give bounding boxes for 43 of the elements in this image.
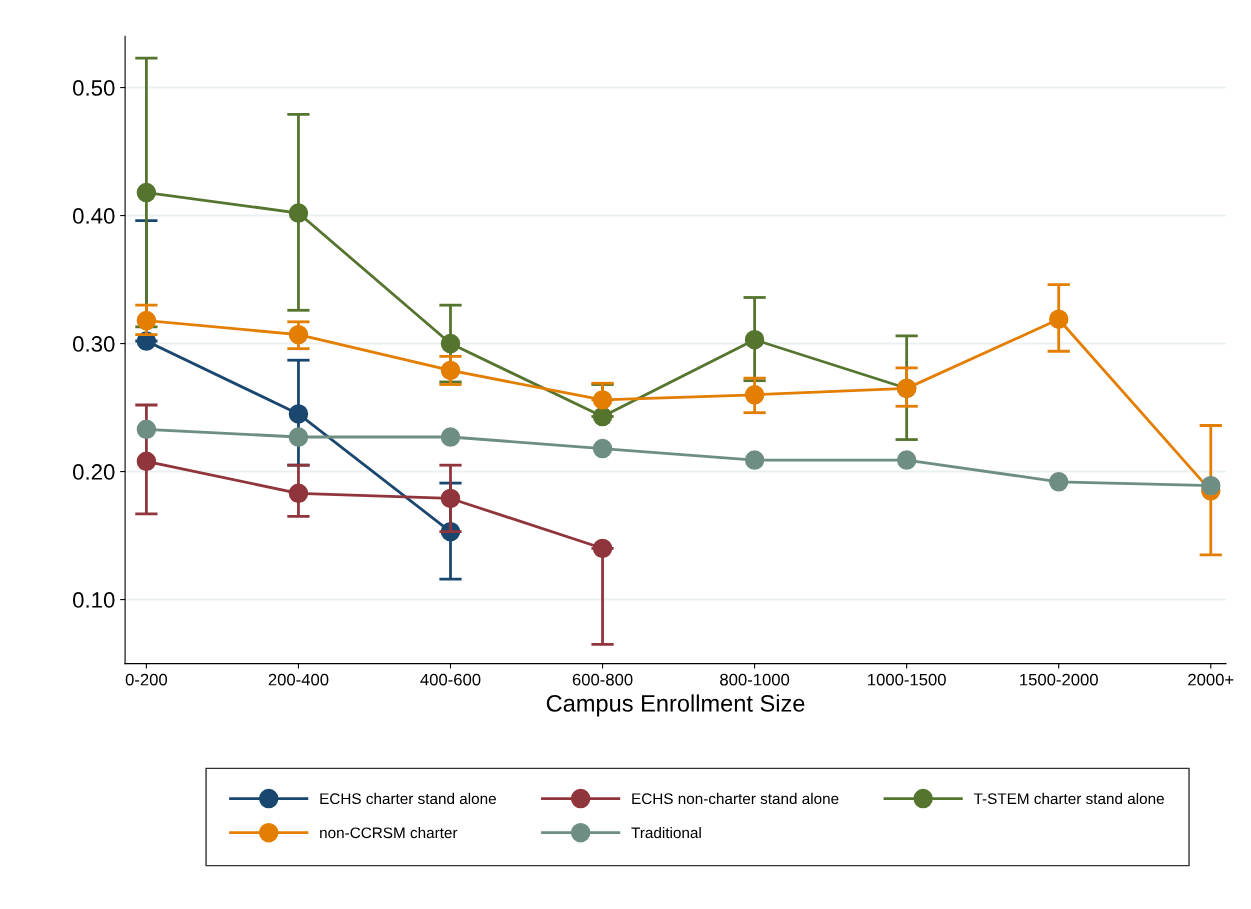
x-tick-label: 200-400	[268, 673, 329, 686]
y-tick-label: 0.20	[73, 464, 115, 480]
point	[592, 438, 613, 459]
point	[136, 419, 157, 440]
legend-label: non-CCRSM charter	[320, 826, 458, 839]
x-tick-label: 1500-2000	[1020, 673, 1098, 686]
y-tick-label: 0.40	[73, 208, 115, 224]
point	[592, 390, 613, 410]
point	[288, 404, 309, 424]
point	[592, 406, 613, 427]
y-tick-label: 0.10	[73, 592, 115, 608]
point	[440, 488, 461, 509]
point	[1048, 309, 1069, 329]
point	[136, 182, 157, 203]
point	[136, 310, 157, 331]
point	[744, 385, 765, 405]
x-tick-label: 400-600	[420, 673, 481, 686]
point	[288, 203, 309, 223]
point	[744, 330, 765, 350]
x-tick-label: 1000-1500	[868, 673, 946, 686]
point	[288, 483, 309, 504]
legend-label: ECHS charter stand alone	[320, 792, 496, 805]
point	[288, 427, 309, 447]
point	[744, 450, 765, 470]
point	[440, 360, 461, 381]
legend-label: ECHS non-charter stand alone	[632, 792, 839, 805]
y-tick-label: 0.30	[73, 336, 115, 352]
legend-label: T-STEM charter stand alone	[973, 792, 1164, 805]
x-tick-label: 800-1000	[720, 673, 790, 686]
point	[136, 451, 157, 472]
point	[1048, 472, 1069, 492]
point	[592, 538, 613, 559]
x-tick-label: 2000+	[1188, 673, 1234, 686]
y-tick-label: 0.50	[73, 80, 115, 96]
point	[440, 333, 461, 354]
x-axis-title: Campus Enrollment Size	[546, 694, 805, 717]
x-tick-label: 0-200	[125, 673, 168, 686]
point	[440, 427, 461, 447]
point	[896, 450, 917, 470]
point	[288, 324, 309, 345]
x-tick-label: 600-800	[572, 673, 633, 686]
legend-label: Traditional	[631, 826, 701, 839]
point	[1201, 475, 1221, 496]
